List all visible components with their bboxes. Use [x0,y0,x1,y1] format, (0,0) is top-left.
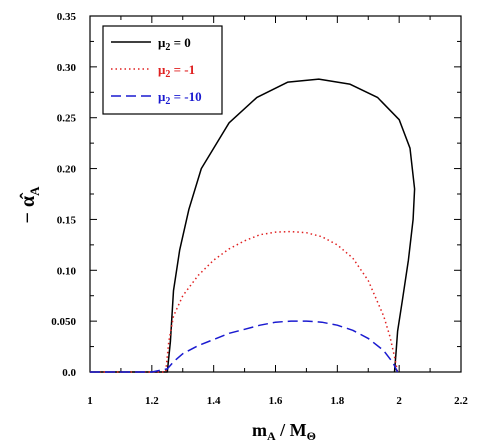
x-tick-label: 2.2 [454,395,468,407]
x-axis-title-sep: / M [276,420,307,440]
y-axis-title-prefix: − [17,207,39,223]
x-axis-title-main: m [252,420,267,440]
y-axis-title: − α̂A [17,186,42,224]
x-tick-label: 1.6 [269,395,283,407]
y-axis-title-sub: A [27,186,42,196]
x-tick-label: 1.8 [330,395,344,407]
y-tick-label: 0.20 [57,164,77,176]
series-line-3 [90,320,399,373]
legend-label-1: μ2 = 0 [158,35,191,53]
y-tick-label: 0.35 [57,11,77,23]
series-lines [90,78,416,373]
legend-box [102,25,223,115]
x-tick-label: 1.2 [145,395,159,407]
x-tick-label: 1 [87,395,93,407]
axes: 1 1.2 1.4 1.6 1.8 2 2.2 0.0 0.050 0.10 0.15 0.20 0.2… [51,11,468,407]
y-tick-label: 0.25 [57,113,77,125]
y-tick-label: 0.30 [57,62,77,74]
x-tick-label: 2 [396,395,402,407]
y-tick-label: 0.15 [57,214,77,226]
y-tick-label: 0.10 [57,265,77,277]
series-line-2 [90,230,399,373]
legend-label-2: μ2 = -1 [158,62,195,80]
legend: μ2 = 0 μ2 = -1 μ2 = -10 [102,25,223,115]
y-tick-label: 0.050 [51,316,76,328]
series-line-1 [90,78,416,373]
x-axis-title-sub2: Θ [307,429,316,443]
x-axis-title: mA / MΘ [252,420,316,443]
x-axis-title-sub: A [267,429,276,443]
x-tick-label: 1.4 [207,395,221,407]
legend-label-3: μ2 = -10 [158,89,202,107]
y-tick-label: 0.0 [62,367,76,379]
